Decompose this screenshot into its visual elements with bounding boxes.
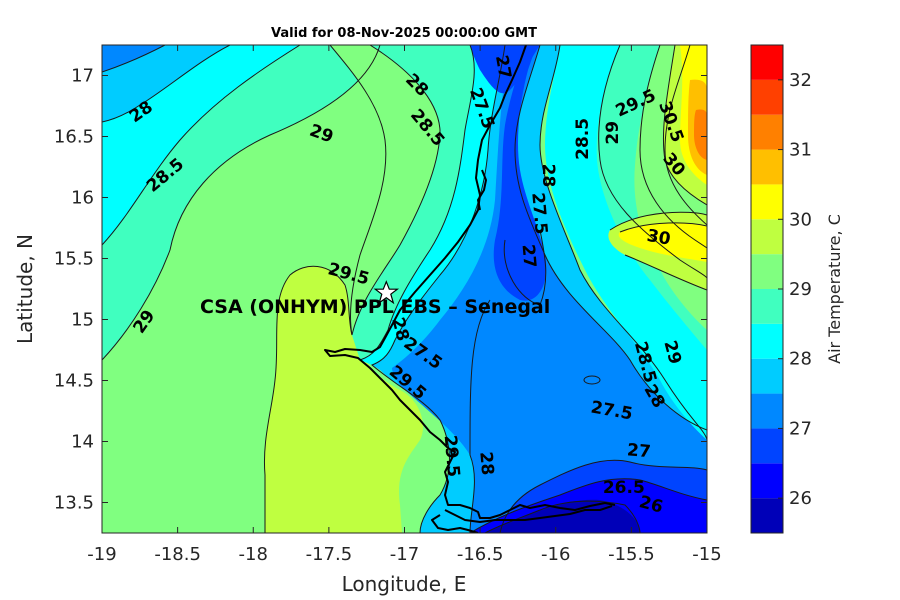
x-tick-label: -19 [87, 544, 116, 565]
coastline-river [477, 169, 487, 211]
colorbar-band [751, 323, 783, 359]
y-tick-label: 13.5 [54, 493, 94, 514]
band-28-28.5-coast [360, 45, 505, 365]
colorbar-band [751, 149, 783, 185]
x-tick-label: -15.5 [608, 544, 655, 565]
colorbar: 26 27 28 29 30 31 32 [750, 44, 812, 534]
contour-label: 29.5 [440, 434, 464, 478]
colorbar-tick-label: 31 [789, 140, 812, 161]
x-tick-label: -15 [692, 544, 721, 565]
y-tick-label: 14 [71, 432, 94, 453]
colorbar-tick-label: 26 [789, 488, 812, 509]
x-tick-label: -16 [541, 544, 570, 565]
colorbar-band [751, 358, 783, 394]
coastline-gambia [444, 505, 613, 523]
colorbar-band [751, 254, 783, 289]
x-tick-label: -17 [390, 544, 419, 565]
contour-label: 28.5 [573, 118, 593, 160]
band-31-31.5-ne [694, 109, 707, 160]
y-tick-label: 17 [71, 66, 94, 87]
colorbar-band [751, 393, 783, 429]
y-axis-ticks: 13.5 14 14.5 15 15.5 16 16.5 17 [54, 66, 707, 514]
colorbar-tick-label: 29 [789, 279, 812, 300]
contour-label: 27 [518, 243, 540, 268]
y-tick-label: 15 [71, 310, 94, 331]
colorbar-label: Air Temperature, C [825, 214, 844, 364]
x-axis-label: Longitude, E [342, 572, 467, 596]
y-tick-label: 15.5 [54, 249, 94, 270]
band-27-27.5-nw [102, 45, 165, 72]
x-tick-label: -18.5 [154, 544, 201, 565]
band-29-29.5-coast [330, 45, 440, 335]
colorbar-tick-label: 32 [789, 70, 812, 91]
colorbar-band [751, 184, 783, 220]
y-axis-label: Latitude, N [13, 234, 37, 344]
temperature-field [102, 45, 707, 533]
star-icon [373, 280, 400, 305]
colorbar-band [751, 219, 783, 255]
colorbar-band [751, 498, 783, 533]
band-25.5-26-south [485, 499, 640, 533]
contour-lines [102, 45, 707, 533]
contour-label: 30 [645, 226, 672, 250]
y-tick-label: 16 [71, 188, 94, 209]
contour-label: 28 [475, 451, 497, 476]
y-tick-label: 16.5 [54, 127, 94, 148]
colorbar-band [751, 463, 783, 499]
colorbar-tick-label: 30 [789, 209, 812, 230]
band-29.5-30-central [264, 266, 424, 533]
site-annotation: CSA (ONHYM) PPL EBS – Senegal [200, 296, 550, 318]
map-title: Valid for 08-Nov-2025 00:00:00 GMT [271, 26, 537, 41]
colorbar-band [751, 428, 783, 464]
contour-label: 26.5 [603, 478, 645, 498]
colorbar-band [751, 79, 783, 115]
y-tick-label: 14.5 [54, 371, 94, 392]
contour-label: 27.5 [527, 192, 551, 236]
colorbar-band [751, 114, 783, 150]
band-26.5-27-core [493, 45, 547, 301]
coastline-islands [431, 514, 479, 533]
coastline [324, 45, 616, 533]
x-tick-label: -16.5 [457, 544, 504, 565]
x-tick-label: -17.5 [306, 544, 353, 565]
contour-label: 29 [603, 121, 623, 145]
colorbar-band [751, 45, 783, 80]
band-28.5-29-coast [352, 45, 475, 360]
x-axis-ticks: -19 -18.5 -18 -17.5 -17 -16.5 -16 -15.5 -15 [87, 45, 722, 565]
x-tick-label: -18 [239, 544, 268, 565]
colorbar-band [751, 289, 783, 324]
contour-label: 28 [538, 164, 558, 188]
contour-label: 27 [626, 440, 651, 462]
colorbar-tick-label: 28 [789, 349, 812, 370]
colorbar-tick-label: 27 [789, 418, 812, 439]
contour-label: 27 [491, 54, 515, 81]
